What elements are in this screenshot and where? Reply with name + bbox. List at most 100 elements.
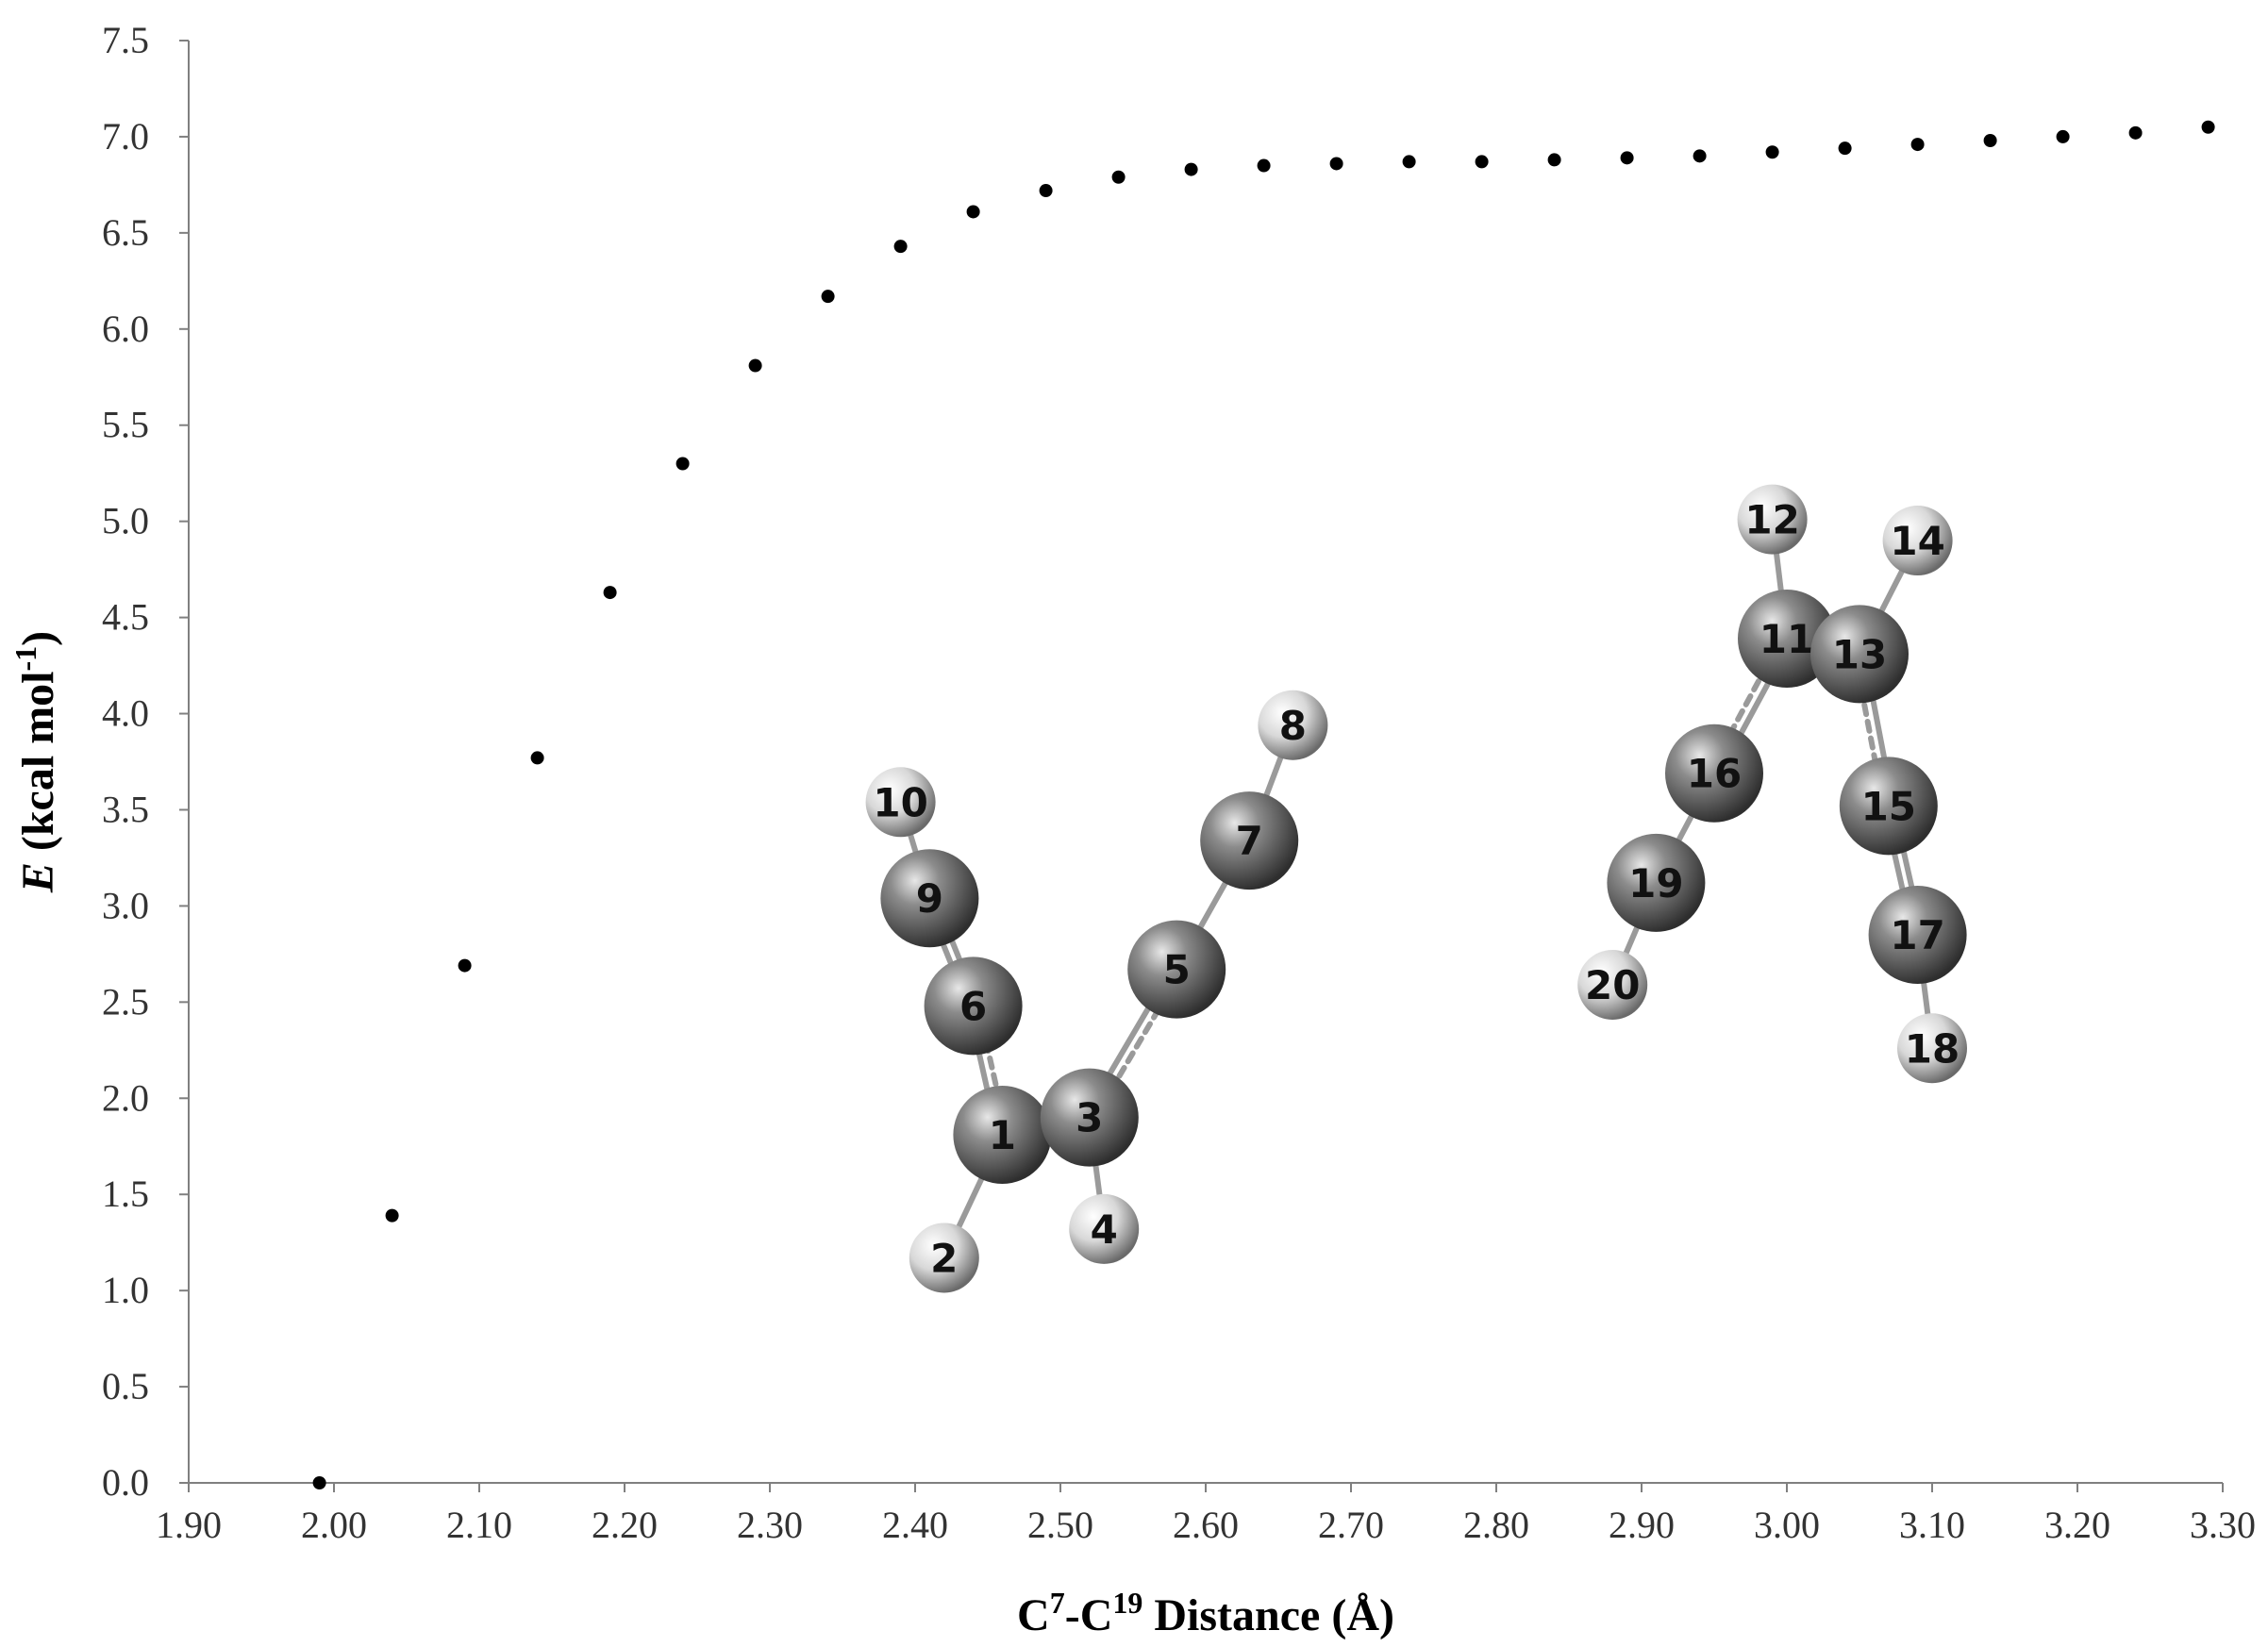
data-point	[748, 358, 762, 373]
y-tick-label: 3.5	[102, 788, 149, 830]
x-tick-label: 2.20	[592, 1504, 658, 1546]
hydrogen-sphere	[1258, 690, 1328, 760]
atom-label: 5	[1163, 947, 1191, 993]
y-tick-label: 4.0	[102, 692, 149, 735]
atom-10: 10	[865, 767, 936, 838]
data-point	[675, 457, 690, 471]
data-point	[2201, 120, 2215, 134]
atom-label: 18	[1905, 1025, 1959, 1072]
atom-label: 15	[1861, 783, 1916, 829]
data-point	[1765, 145, 1779, 159]
x-tick-label: 2.70	[1318, 1504, 1384, 1546]
atom-label: 8	[1279, 703, 1307, 749]
y-tick-label: 3.0	[102, 884, 149, 926]
atom-2: 2	[909, 1223, 979, 1293]
hydrogen-sphere	[1069, 1193, 1140, 1264]
x-tick-label: 2.80	[1463, 1504, 1529, 1546]
y-axis-label: E (kcal mol-1)	[8, 631, 63, 893]
atom-1: 1	[953, 1086, 1052, 1185]
atom-label: 12	[1744, 497, 1799, 543]
y-tick-label: 7.0	[102, 115, 149, 158]
atom-4: 4	[1069, 1193, 1140, 1264]
atom-label: 7	[1236, 818, 1263, 864]
atom-label: 10	[873, 779, 927, 825]
y-tick-label: 2.0	[102, 1076, 149, 1119]
hydrogen-sphere	[909, 1223, 979, 1293]
atom-14: 14	[1882, 506, 1953, 576]
x-tick-label: 3.20	[2044, 1504, 2110, 1546]
x-tick-label: 3.10	[1899, 1504, 1965, 1546]
carbon-sphere	[1810, 605, 1909, 704]
data-point	[1111, 170, 1126, 184]
data-point	[893, 240, 908, 254]
x-tick-label: 2.90	[1609, 1504, 1675, 1546]
atom-label: 13	[1832, 631, 1887, 677]
atom-label: 20	[1585, 962, 1640, 1008]
atom-19: 19	[1607, 833, 1706, 932]
data-point	[312, 1476, 326, 1489]
hydrogen-sphere	[1737, 484, 1808, 555]
atom-15: 15	[1839, 757, 1938, 856]
carbon-sphere	[1127, 920, 1226, 1019]
x-tick-label: 3.00	[1754, 1504, 1820, 1546]
data-point	[1402, 155, 1416, 169]
x-tick-label: 2.50	[1027, 1504, 1093, 1546]
y-tick-label: 5.5	[102, 404, 149, 446]
data-point	[1039, 184, 1053, 198]
data-point	[1983, 134, 1997, 148]
data-series	[312, 120, 2215, 1489]
data-point	[1475, 155, 1489, 169]
y-tick-label: 6.5	[102, 211, 149, 254]
data-point	[1329, 157, 1343, 171]
data-point	[1620, 151, 1634, 165]
atom-3: 3	[1040, 1068, 1139, 1167]
hydrogen-sphere	[1897, 1013, 1967, 1084]
atom-label: 17	[1890, 912, 1944, 958]
hydrogen-sphere	[865, 767, 936, 838]
atom-label: 4	[1091, 1206, 1118, 1253]
x-axis-ticks: 1.90 2.00 2.10 2.20 2.30 2.40 2.50 2.60 2.70 2.80…	[156, 1483, 2256, 1546]
y-tick-label: 0.0	[102, 1461, 149, 1504]
data-point	[2056, 129, 2070, 143]
atom-label: 9	[916, 875, 943, 922]
atom-label: 14	[1890, 518, 1944, 564]
data-point	[458, 958, 472, 973]
x-tick-label: 2.40	[882, 1504, 948, 1546]
y-tick-label: 7.5	[102, 19, 149, 61]
atom-label: 16	[1687, 751, 1742, 797]
atom-label: 2	[930, 1235, 958, 1281]
x-tick-label: 1.90	[156, 1504, 222, 1546]
x-tick-label: 3.30	[2190, 1504, 2256, 1546]
y-tick-label: 0.5	[102, 1365, 149, 1407]
atom-label: 6	[959, 983, 987, 1029]
data-point	[385, 1208, 399, 1223]
data-point	[1547, 153, 1561, 167]
atom-label: 19	[1628, 860, 1683, 907]
x-tick-label: 2.30	[737, 1504, 803, 1546]
x-axis-label: C7-C19 Distance (Å)	[1017, 1586, 1394, 1640]
data-point	[1693, 149, 1707, 163]
atom-13: 13	[1810, 605, 1909, 704]
data-point	[530, 751, 544, 765]
x-tick-label: 2.60	[1173, 1504, 1239, 1546]
x-tick-label: 2.10	[446, 1504, 512, 1546]
carbon-sphere	[1839, 757, 1938, 856]
y-tick-label: 1.5	[102, 1173, 149, 1215]
data-point	[821, 290, 835, 304]
y-tick-label: 2.5	[102, 980, 149, 1023]
hydrogen-sphere	[1577, 949, 1648, 1020]
atom-16: 16	[1665, 724, 1763, 823]
data-point	[1257, 158, 1271, 173]
data-point	[966, 205, 980, 219]
carbon-sphere	[880, 849, 979, 948]
carbon-sphere	[1040, 1068, 1139, 1167]
atom-20: 20	[1577, 949, 1648, 1020]
atom-label: 3	[1076, 1095, 1103, 1141]
axes	[188, 41, 2223, 1484]
carbon-sphere	[1665, 724, 1763, 823]
atom-label: 11	[1759, 616, 1814, 662]
y-tick-label: 6.0	[102, 308, 149, 350]
y-axis-ticks: 0.0 0.5 1.0 1.5 2.0 2.5 3.0 3.5 4.0 4.5 5.0 5.5 6.0 6…	[102, 19, 189, 1504]
